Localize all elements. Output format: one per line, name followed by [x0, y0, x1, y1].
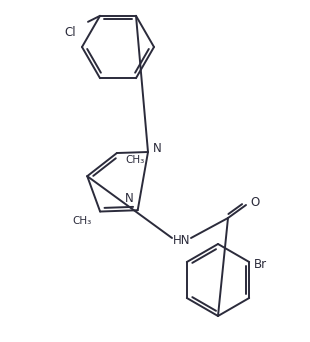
Text: N: N: [153, 143, 162, 156]
Text: N: N: [125, 192, 134, 205]
Text: HN: HN: [173, 234, 191, 247]
Text: CH₃: CH₃: [73, 215, 92, 225]
Text: CH₃: CH₃: [125, 155, 144, 165]
Text: Br: Br: [254, 259, 267, 272]
Text: Cl: Cl: [64, 26, 76, 39]
Text: O: O: [250, 196, 259, 209]
